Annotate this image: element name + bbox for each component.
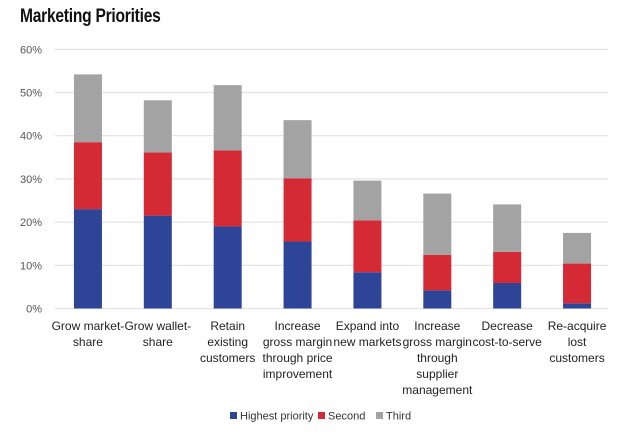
bar-segment — [143, 215, 172, 309]
bar-segment — [283, 241, 312, 309]
x-category-label: gross margin — [263, 335, 332, 349]
x-category-label: lost — [568, 335, 587, 349]
legend-label: Third — [386, 411, 411, 423]
bar-segment — [353, 220, 382, 273]
x-category-label: new markets — [333, 335, 401, 349]
x-category-label: customers — [200, 351, 255, 365]
bar-segment — [563, 232, 592, 264]
x-category-label: gross margin — [403, 335, 472, 349]
bar-segment — [143, 152, 172, 216]
bar-segment — [563, 303, 592, 309]
y-tick-label: 10% — [20, 260, 42, 272]
bar-segment — [213, 226, 242, 309]
x-category-label: customers — [549, 351, 604, 365]
bar-segment — [423, 290, 452, 309]
x-category-label: management — [402, 383, 473, 397]
x-category-label: Grow wallet- — [124, 319, 191, 333]
x-category-label: Expand into — [336, 319, 400, 333]
x-category-label: Retain — [210, 319, 245, 333]
x-category-label: share — [143, 335, 173, 349]
x-category-label: Re-acquire — [548, 319, 607, 333]
bar-segment — [563, 263, 592, 304]
x-category-label: supplier — [416, 367, 458, 381]
bar-segment — [143, 100, 172, 153]
x-category-label: Increase — [414, 319, 460, 333]
y-tick-label: 30% — [20, 174, 42, 186]
x-category-label: improvement — [263, 367, 333, 381]
bar-segment — [283, 178, 312, 242]
bar-segment — [493, 204, 522, 252]
legend-swatch — [376, 412, 383, 419]
bar-segment — [213, 150, 242, 227]
legend-swatch — [230, 412, 237, 419]
x-category-label: cost-to-serve — [473, 335, 543, 349]
y-tick-label: 0% — [26, 304, 42, 316]
bar-segment — [423, 254, 452, 291]
x-category-label: through — [417, 351, 458, 365]
bar-segment — [73, 74, 102, 143]
bar-segment — [493, 251, 522, 284]
bar-segment — [283, 120, 312, 179]
y-tick-label: 40% — [20, 131, 42, 143]
bar-segment — [73, 142, 102, 210]
x-category-label: through price — [263, 351, 333, 365]
chart-title: Marketing Priorities — [20, 6, 161, 27]
x-category-label: Decrease — [482, 319, 534, 333]
x-category-label: Grow market- — [52, 319, 125, 333]
bar-segment — [353, 272, 382, 309]
bar-segment — [423, 193, 452, 255]
legend-label: Second — [328, 411, 365, 423]
x-category-label: share — [73, 335, 103, 349]
bar-segment — [493, 283, 522, 309]
y-tick-label: 50% — [20, 88, 42, 100]
x-category-label: existing — [207, 335, 248, 349]
bar-segment — [353, 180, 382, 221]
y-tick-label: 60% — [20, 44, 42, 56]
legend-swatch — [318, 412, 325, 419]
bar-segment — [73, 209, 102, 309]
legend-label: Highest priority — [240, 411, 314, 423]
y-tick-label: 20% — [20, 217, 42, 229]
x-category-label: Increase — [275, 319, 321, 333]
bar-segment — [213, 85, 242, 151]
